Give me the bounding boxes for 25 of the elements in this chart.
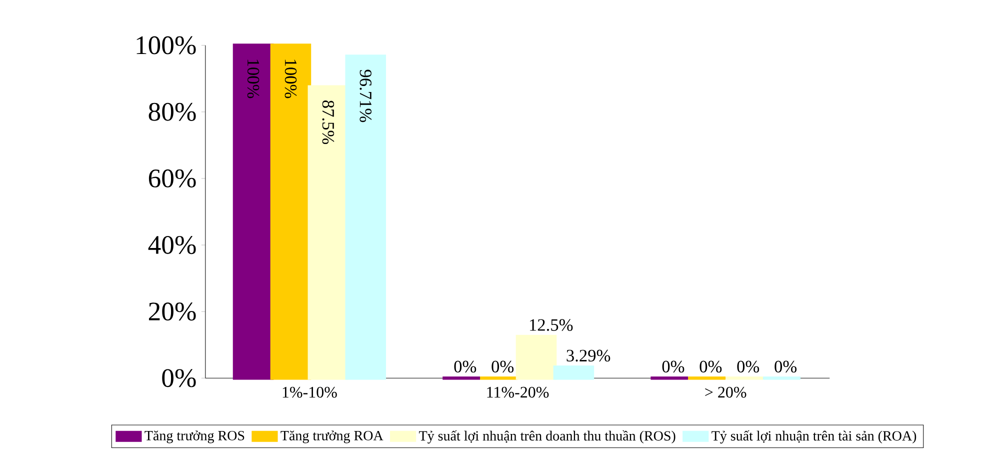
data-label: 3.29% — [566, 350, 610, 362]
y-tick-label: 40% — [148, 236, 196, 254]
data-label: 0% — [492, 360, 514, 372]
legend-label: Tăng trưởng ROA — [280, 430, 384, 444]
data-label: 0% — [774, 360, 797, 372]
y-tick-label: 60% — [148, 169, 196, 188]
data-label: 0% — [737, 360, 760, 372]
data-label: 100% — [247, 60, 260, 98]
data-label: 100% — [284, 60, 297, 98]
data-label: 0% — [700, 360, 722, 372]
y-tick-label: 80% — [148, 102, 196, 121]
x-tick-label: 11%-20% — [487, 386, 549, 398]
y-tick-label: 20% — [148, 302, 196, 321]
legend-label: Tỷ suất lợi nhuận trên doanh thu thuần (ROS) — [419, 430, 676, 444]
y-tick-label: 0% — [162, 369, 196, 388]
x-tick-label: 1%-10% — [282, 386, 337, 398]
legend-label: Tỷ suất lợi nhuận trên tài sản (ROA) — [712, 430, 916, 444]
data-label: 87.5% — [322, 100, 334, 144]
y-tick-label: 100% — [136, 36, 196, 54]
data-label: 0% — [662, 360, 684, 372]
legend-label: Tăng trưởng ROS — [144, 430, 244, 444]
x-tick-label: > 20% — [705, 386, 746, 398]
data-label: 12.5% — [530, 319, 573, 331]
data-label: 96.71% — [360, 70, 372, 122]
data-label: 0% — [454, 360, 476, 372]
